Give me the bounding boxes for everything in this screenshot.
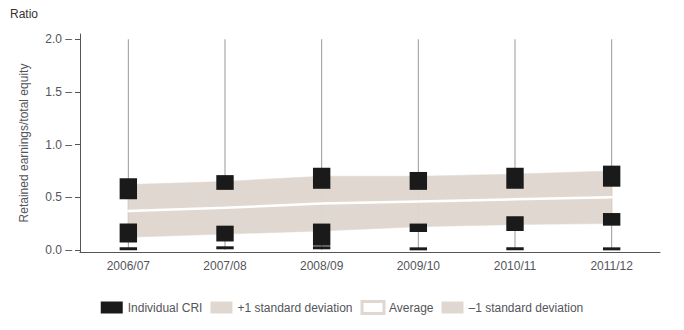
svg-text:Ratio: Ratio	[10, 7, 38, 21]
svg-text:2.0 –: 2.0 –	[45, 32, 72, 46]
svg-text:2010/11: 2010/11	[494, 259, 537, 273]
svg-text:2008/09: 2008/09	[300, 259, 344, 273]
svg-text:1.0 –: 1.0 –	[45, 138, 72, 152]
svg-text:–1 standard deviation: –1 standard deviation	[469, 301, 584, 315]
svg-text:2006/07: 2006/07	[107, 259, 151, 273]
svg-text:2007/08: 2007/08	[203, 259, 247, 273]
svg-text:2011/12: 2011/12	[590, 259, 633, 273]
svg-text:+1 standard deviation: +1 standard deviation	[237, 301, 352, 315]
svg-text:0.5 –: 0.5 –	[45, 190, 72, 204]
svg-text:1.5 –: 1.5 –	[45, 85, 72, 99]
svg-text:Retained earnings/total equity: Retained earnings/total equity	[17, 64, 31, 223]
svg-text:0.0 –: 0.0 –	[45, 243, 72, 257]
svg-text:2009/10: 2009/10	[397, 259, 441, 273]
svg-text:Individual CRI: Individual CRI	[128, 301, 203, 315]
svg-text:Average: Average	[389, 301, 434, 315]
